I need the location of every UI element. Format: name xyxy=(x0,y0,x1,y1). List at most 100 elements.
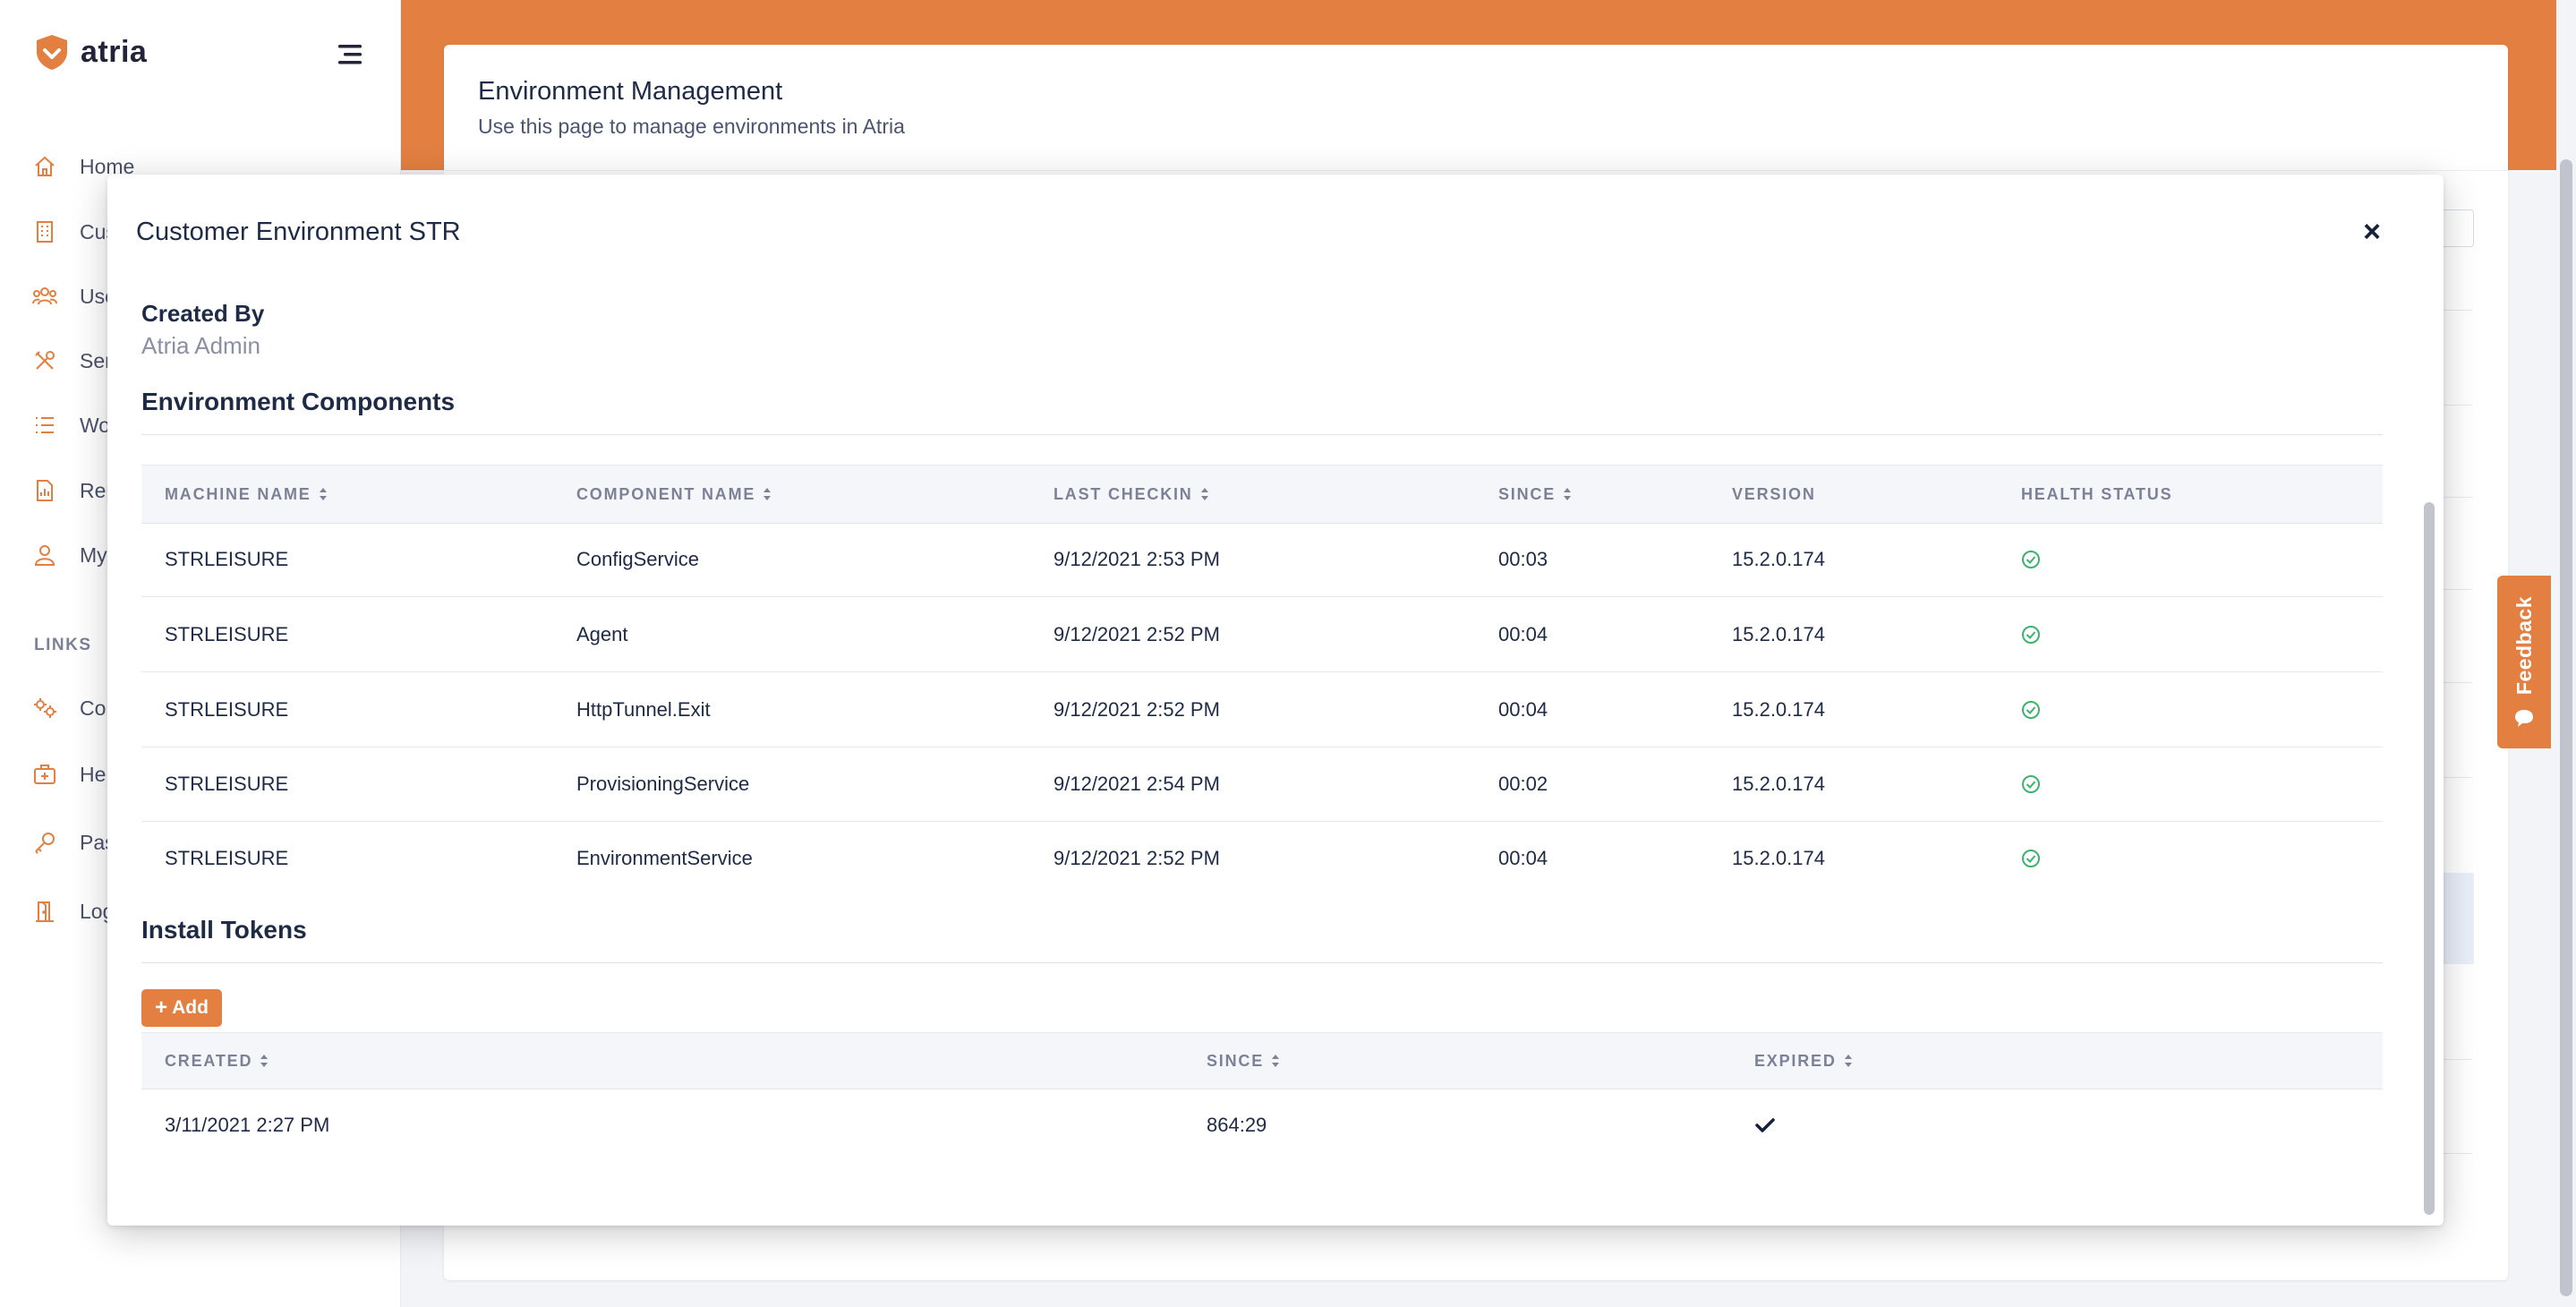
sidebar-item-services[interactable]: Ser xyxy=(32,343,112,379)
cell-version: 15.2.0.174 xyxy=(1732,622,1825,645)
atria-shield-icon xyxy=(37,35,67,70)
column-header-created[interactable]: CREATED xyxy=(165,1033,269,1089)
add-token-button[interactable]: + Add xyxy=(141,989,222,1027)
gears-icon xyxy=(32,696,57,721)
health-ok-icon xyxy=(2021,747,2041,821)
sidebar-link-password[interactable]: Pas xyxy=(32,824,115,860)
column-header-health-status: HEALTH STATUS xyxy=(2021,484,2173,503)
menu-toggle-icon[interactable] xyxy=(335,43,363,71)
column-header-since[interactable]: SINCE xyxy=(1498,466,1572,523)
cell-version: 15.2.0.174 xyxy=(1732,847,1825,869)
column-header-since[interactable]: SINCE xyxy=(1207,1033,1280,1089)
sort-icon xyxy=(260,1055,269,1067)
card-divider xyxy=(444,170,2508,171)
chat-bubble-icon xyxy=(2515,709,2533,727)
components-section-title: Environment Components xyxy=(141,388,456,415)
sidebar-item-reports[interactable]: Rep xyxy=(32,473,117,508)
table-row[interactable]: STRLEISURE Agent 9/12/2021 2:52 PM 00:04… xyxy=(141,597,2383,672)
page-scrollbar-thumb[interactable] xyxy=(2560,159,2572,1296)
cell-created: 3/11/2021 2:27 PM xyxy=(165,1114,330,1136)
cell-component-name: EnvironmentService xyxy=(576,847,753,869)
sidebar-link-help[interactable]: He xyxy=(32,756,106,792)
sidebar-item-label: Co xyxy=(80,696,107,720)
sidebar-link-logout[interactable]: Log xyxy=(32,893,114,929)
table-row[interactable]: STRLEISURE EnvironmentService 9/12/2021 … xyxy=(141,822,2383,895)
sort-icon xyxy=(1200,488,1208,500)
expired-check-icon xyxy=(1754,1089,1776,1162)
list-icon xyxy=(32,413,57,438)
sidebar-item-home[interactable]: Home xyxy=(32,149,134,184)
cell-last-checkin: 9/12/2021 2:54 PM xyxy=(1053,773,1220,795)
cell-machine-name: STRLEISURE xyxy=(165,622,289,645)
sidebar-item-work[interactable]: Wo xyxy=(32,407,110,443)
created-by-value: Atria Admin xyxy=(141,332,260,359)
cell-machine-name: STRLEISURE xyxy=(165,697,289,721)
add-button-label: Add xyxy=(172,997,209,1018)
health-ok-icon xyxy=(2021,523,2041,596)
column-header-expired[interactable]: EXPIRED xyxy=(1754,1033,1853,1089)
cell-since: 00:04 xyxy=(1498,622,1548,645)
table-row[interactable]: STRLEISURE ConfigService 9/12/2021 2:53 … xyxy=(141,523,2383,597)
table-row[interactable]: STRLEISURE ProvisioningService 9/12/2021… xyxy=(141,747,2383,822)
report-icon xyxy=(32,478,57,503)
brand-logo[interactable]: atria xyxy=(32,32,147,72)
cell-version: 15.2.0.174 xyxy=(1732,548,1825,570)
close-icon[interactable]: × xyxy=(2363,214,2381,249)
cell-since: 864:29 xyxy=(1207,1114,1267,1136)
cell-machine-name: STRLEISURE xyxy=(165,847,289,869)
links-heading: LINKS xyxy=(34,636,92,654)
column-header-version: VERSION xyxy=(1732,484,1816,503)
sort-icon xyxy=(763,488,772,500)
sidebar-item-label: Ser xyxy=(80,348,112,372)
sort-icon xyxy=(1564,488,1572,500)
install-tokens-title: Install Tokens xyxy=(141,916,307,944)
cell-component-name: ProvisioningService xyxy=(576,773,750,795)
door-icon xyxy=(32,899,57,924)
user-icon xyxy=(32,542,57,568)
sidebar-link-config[interactable]: Co xyxy=(32,690,106,726)
feedback-tab[interactable]: Feedback xyxy=(2497,576,2551,748)
column-header-component-name[interactable]: COMPONENT NAME xyxy=(576,466,772,523)
cell-component-name: HttpTunnel.Exit xyxy=(576,697,711,721)
health-ok-icon xyxy=(2021,822,2041,895)
cell-component-name: Agent xyxy=(576,622,628,645)
column-header-machine-name[interactable]: MACHINE NAME xyxy=(165,466,328,523)
sort-icon xyxy=(1272,1055,1280,1067)
cell-since: 00:04 xyxy=(1498,847,1548,869)
sidebar-item-users[interactable]: Use xyxy=(32,278,116,314)
column-header-last-checkin[interactable]: LAST CHECKIN xyxy=(1053,466,1209,523)
sidebar-item-label: He xyxy=(80,762,107,786)
cell-machine-name: STRLEISURE xyxy=(165,773,289,795)
health-ok-icon xyxy=(2021,597,2041,671)
modal-scrollbar-thumb[interactable] xyxy=(2424,502,2435,1215)
cell-version: 15.2.0.174 xyxy=(1732,773,1825,795)
environment-modal: Customer Environment STR × Created By At… xyxy=(107,175,2444,1226)
sidebar-item-my-account[interactable]: My xyxy=(32,537,107,573)
tokens-table-header: CREATED SINCE EXPIRED xyxy=(141,1032,2383,1089)
tools-icon xyxy=(32,348,57,373)
page-subtitle: Use this page to manage environments in … xyxy=(478,115,905,138)
page-title: Environment Management xyxy=(478,77,783,106)
feedback-label: Feedback xyxy=(2512,596,2536,696)
cell-last-checkin: 9/12/2021 2:52 PM xyxy=(1053,622,1220,645)
table-row[interactable]: STRLEISURE HttpTunnel.Exit 9/12/2021 2:5… xyxy=(141,672,2383,747)
cell-last-checkin: 9/12/2021 2:52 PM xyxy=(1053,847,1220,869)
created-by-label: Created By xyxy=(141,300,265,327)
medkit-icon xyxy=(32,762,57,787)
sidebar-item-customers[interactable]: Cus xyxy=(32,214,116,250)
cell-component-name: ConfigService xyxy=(576,548,699,570)
section-divider xyxy=(141,434,2383,435)
section-divider xyxy=(141,962,2383,963)
users-icon xyxy=(32,284,57,309)
cell-since: 00:03 xyxy=(1498,548,1548,570)
health-ok-icon xyxy=(2021,672,2041,747)
home-icon xyxy=(32,154,57,179)
building-icon xyxy=(32,219,57,244)
sort-icon xyxy=(1844,1055,1852,1067)
cell-since: 00:04 xyxy=(1498,697,1548,721)
cell-machine-name: STRLEISURE xyxy=(165,548,289,570)
table-row[interactable]: 3/11/2021 2:27 PM 864:29 xyxy=(141,1089,2383,1162)
plus-icon: + xyxy=(155,995,168,1020)
sidebar-item-label: My xyxy=(80,542,107,567)
cell-version: 15.2.0.174 xyxy=(1732,697,1825,721)
